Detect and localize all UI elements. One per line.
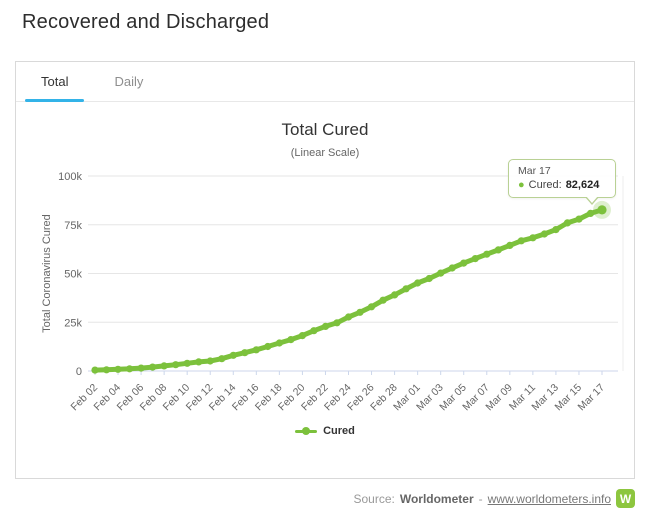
worldometers-logo[interactable]: W xyxy=(616,489,635,508)
tooltip-row: ● Cured: 82,624 xyxy=(518,179,606,191)
y-tick-label: 100k xyxy=(58,171,82,183)
y-axis-title: Total Coronavirus Cured xyxy=(41,214,53,333)
chart-subtitle: (Linear Scale) xyxy=(290,147,360,159)
series-point[interactable] xyxy=(160,362,168,370)
series-point[interactable] xyxy=(252,346,260,354)
series-point[interactable] xyxy=(206,357,214,365)
series-point[interactable] xyxy=(102,366,111,374)
tooltip-series-label: Cured: xyxy=(528,179,562,191)
legend-item-cured[interactable]: Cured xyxy=(16,425,634,437)
y-tick-label: 50k xyxy=(64,269,82,281)
x-tick-label: Mar 17 xyxy=(576,382,608,414)
series-point[interactable] xyxy=(195,358,203,366)
hovered-point[interactable] xyxy=(597,205,607,215)
page-title: Recovered and Discharged xyxy=(22,11,270,33)
series-point[interactable] xyxy=(506,241,514,249)
series-point[interactable] xyxy=(264,342,272,351)
source-name: Worldometer xyxy=(399,491,474,506)
series-point[interactable] xyxy=(437,269,445,277)
series-point[interactable] xyxy=(391,291,399,299)
series-point[interactable] xyxy=(218,355,226,363)
series-point[interactable] xyxy=(367,303,376,311)
series-point[interactable] xyxy=(517,237,525,245)
series-point[interactable] xyxy=(91,366,99,374)
series-point[interactable] xyxy=(402,285,410,293)
series-point[interactable] xyxy=(298,332,306,340)
series-point[interactable] xyxy=(183,359,191,367)
tab-daily[interactable]: Daily xyxy=(98,62,159,102)
series-point[interactable] xyxy=(229,351,237,359)
series-point[interactable] xyxy=(483,250,491,258)
y-tick-label: 0 xyxy=(76,366,82,378)
series-point[interactable] xyxy=(310,327,318,335)
legend-label: Cured xyxy=(323,425,355,437)
chart-tooltip: Mar 17 ● Cured: 82,624 xyxy=(508,159,616,205)
chart-panel: Total Daily Total Cured (Linear Scale) 0… xyxy=(15,61,635,479)
series-point[interactable] xyxy=(448,264,456,272)
legend-line-dot-icon xyxy=(295,427,318,436)
series-point[interactable] xyxy=(333,319,341,327)
series-point[interactable] xyxy=(126,365,134,373)
series-point[interactable] xyxy=(344,313,353,321)
source-link[interactable]: www.worldometers.info xyxy=(487,491,611,506)
series-point[interactable] xyxy=(460,259,468,267)
series-point[interactable] xyxy=(425,274,433,283)
series-point[interactable] xyxy=(356,308,364,316)
series-point[interactable] xyxy=(552,226,560,234)
tooltip-series-dot-icon: ● xyxy=(518,178,525,191)
series-point[interactable] xyxy=(471,255,479,263)
tab-bar: Total Daily xyxy=(16,62,634,102)
source-label: Source: xyxy=(353,491,395,506)
series-point[interactable] xyxy=(287,336,295,344)
tab-total-label: Total xyxy=(41,73,69,89)
source-separator: - xyxy=(478,491,483,506)
series-point[interactable] xyxy=(241,349,249,357)
y-tick-label: 25k xyxy=(64,317,82,329)
series-point[interactable] xyxy=(275,339,283,347)
tab-daily-label: Daily xyxy=(114,73,144,89)
tab-total[interactable]: Total xyxy=(25,62,85,102)
series-point[interactable] xyxy=(414,279,422,287)
series-point[interactable] xyxy=(575,215,583,223)
series-point[interactable] xyxy=(540,230,549,238)
series-point[interactable] xyxy=(563,219,572,227)
series-point[interactable] xyxy=(529,234,537,242)
tooltip-date: Mar 17 xyxy=(518,165,551,177)
chart-title: Total Cured xyxy=(281,120,369,139)
active-tab-underline xyxy=(25,98,85,102)
series-point[interactable] xyxy=(379,296,387,304)
series-point[interactable] xyxy=(321,322,330,330)
series-point[interactable] xyxy=(586,209,595,217)
y-tick-label: 75k xyxy=(64,220,82,232)
series-line-cured[interactable] xyxy=(92,207,605,373)
series-point[interactable] xyxy=(114,365,122,373)
series-point[interactable] xyxy=(494,246,502,254)
series-point[interactable] xyxy=(137,364,145,372)
source-attribution: Source: Worldometer - www.worldometers.i… xyxy=(15,489,635,508)
series-point[interactable] xyxy=(149,363,157,371)
tooltip-value: 82,624 xyxy=(565,179,600,191)
series-point[interactable] xyxy=(172,361,180,369)
